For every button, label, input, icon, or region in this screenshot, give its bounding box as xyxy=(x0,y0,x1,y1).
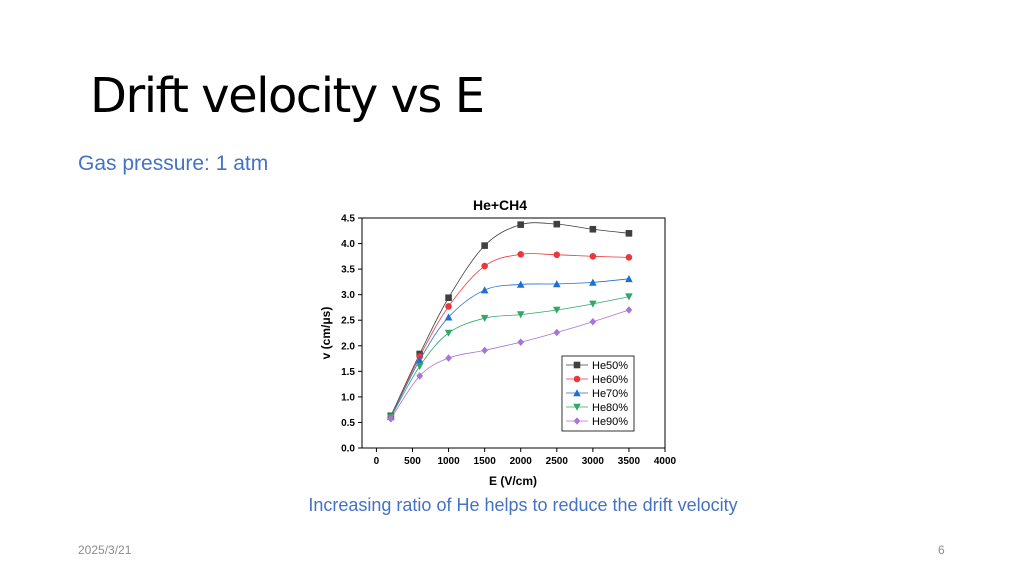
data-point-He70% xyxy=(625,275,633,283)
data-point-He90% xyxy=(445,354,452,362)
data-point-He70% xyxy=(480,286,489,294)
y-tick-label: 2.5 xyxy=(341,316,355,327)
data-point-He90% xyxy=(416,372,424,380)
x-tick-label: 1000 xyxy=(437,456,460,467)
data-point-He90% xyxy=(553,328,561,337)
data-point-He90% xyxy=(481,346,488,355)
page-number: 6 xyxy=(938,543,945,557)
data-point-He80% xyxy=(444,329,453,337)
slide-title: Drift velocity vs E xyxy=(90,68,485,124)
series-line-He80% xyxy=(390,296,630,418)
data-point-He80% xyxy=(589,300,597,308)
data-point-He60% xyxy=(625,254,633,261)
y-tick-label: 1.0 xyxy=(341,392,355,403)
legend-marker xyxy=(573,361,581,369)
series-line-He90% xyxy=(390,309,630,420)
legend-box xyxy=(561,355,635,432)
legend-label: He80% xyxy=(592,402,628,414)
data-point-He60% xyxy=(517,250,525,258)
data-point-He60% xyxy=(481,262,488,270)
y-tick-label: 4.5 xyxy=(341,214,355,225)
y-tick-label: 4.0 xyxy=(341,239,355,250)
slide-date: 2025/3/21 xyxy=(78,543,132,557)
data-point-He50% xyxy=(517,221,525,228)
slide-subtitle: Gas pressure: 1 atm xyxy=(78,152,269,175)
data-point-He80% xyxy=(625,293,633,301)
x-tick-label: 3500 xyxy=(618,456,641,467)
y-tick-label: 0.5 xyxy=(341,418,355,429)
x-tick-label: 2000 xyxy=(510,456,533,467)
legend-marker xyxy=(573,403,581,411)
data-point-He80% xyxy=(480,314,489,322)
data-point-He60% xyxy=(589,253,597,260)
x-tick-label: 2500 xyxy=(546,456,569,467)
legend-label: He70% xyxy=(592,388,628,400)
x-tick-label: 4000 xyxy=(654,456,677,467)
x-axis-label: E (V/cm) xyxy=(489,474,537,488)
chart-title: He+CH4 xyxy=(473,197,527,213)
legend-marker xyxy=(573,389,581,397)
data-point-He80% xyxy=(516,311,525,319)
legend-marker xyxy=(573,375,581,383)
data-point-He80% xyxy=(415,362,424,371)
data-point-He70% xyxy=(516,280,525,288)
x-tick-label: 1500 xyxy=(474,456,497,467)
legend-label: He50% xyxy=(592,360,628,372)
x-tick-label: 500 xyxy=(404,456,421,467)
data-point-He50% xyxy=(589,225,597,233)
y-axis-label: v (cm/μs) xyxy=(319,307,333,360)
y-tick-label: 3.0 xyxy=(341,290,355,301)
legend-label: He60% xyxy=(592,374,628,386)
y-tick-label: 2.0 xyxy=(341,341,355,352)
data-point-He90% xyxy=(589,317,597,326)
legend-label: He90% xyxy=(592,416,628,428)
data-point-He90% xyxy=(387,415,395,423)
data-point-He60% xyxy=(553,251,561,259)
data-point-He90% xyxy=(517,338,525,346)
y-tick-label: 1.5 xyxy=(341,367,355,378)
x-tick-label: 3000 xyxy=(582,456,605,467)
data-point-He70% xyxy=(552,280,561,288)
slide-caption: Increasing ratio of He helps to reduce t… xyxy=(308,495,738,515)
data-point-He50% xyxy=(445,294,452,302)
data-point-He80% xyxy=(552,306,561,314)
data-point-He50% xyxy=(625,230,633,237)
data-point-He70% xyxy=(415,356,424,364)
data-point-He70% xyxy=(444,313,453,321)
data-point-He50% xyxy=(481,242,488,249)
x-tick-label: 0 xyxy=(374,456,380,467)
data-point-He90% xyxy=(625,306,633,314)
data-point-He60% xyxy=(445,303,452,310)
y-tick-label: 0.0 xyxy=(341,444,355,455)
y-tick-label: 3.5 xyxy=(341,265,355,276)
data-point-He70% xyxy=(589,278,597,286)
data-point-He50% xyxy=(553,220,561,228)
legend-marker xyxy=(573,417,581,425)
plot-frame xyxy=(361,217,666,449)
series-line-He70% xyxy=(390,278,629,418)
